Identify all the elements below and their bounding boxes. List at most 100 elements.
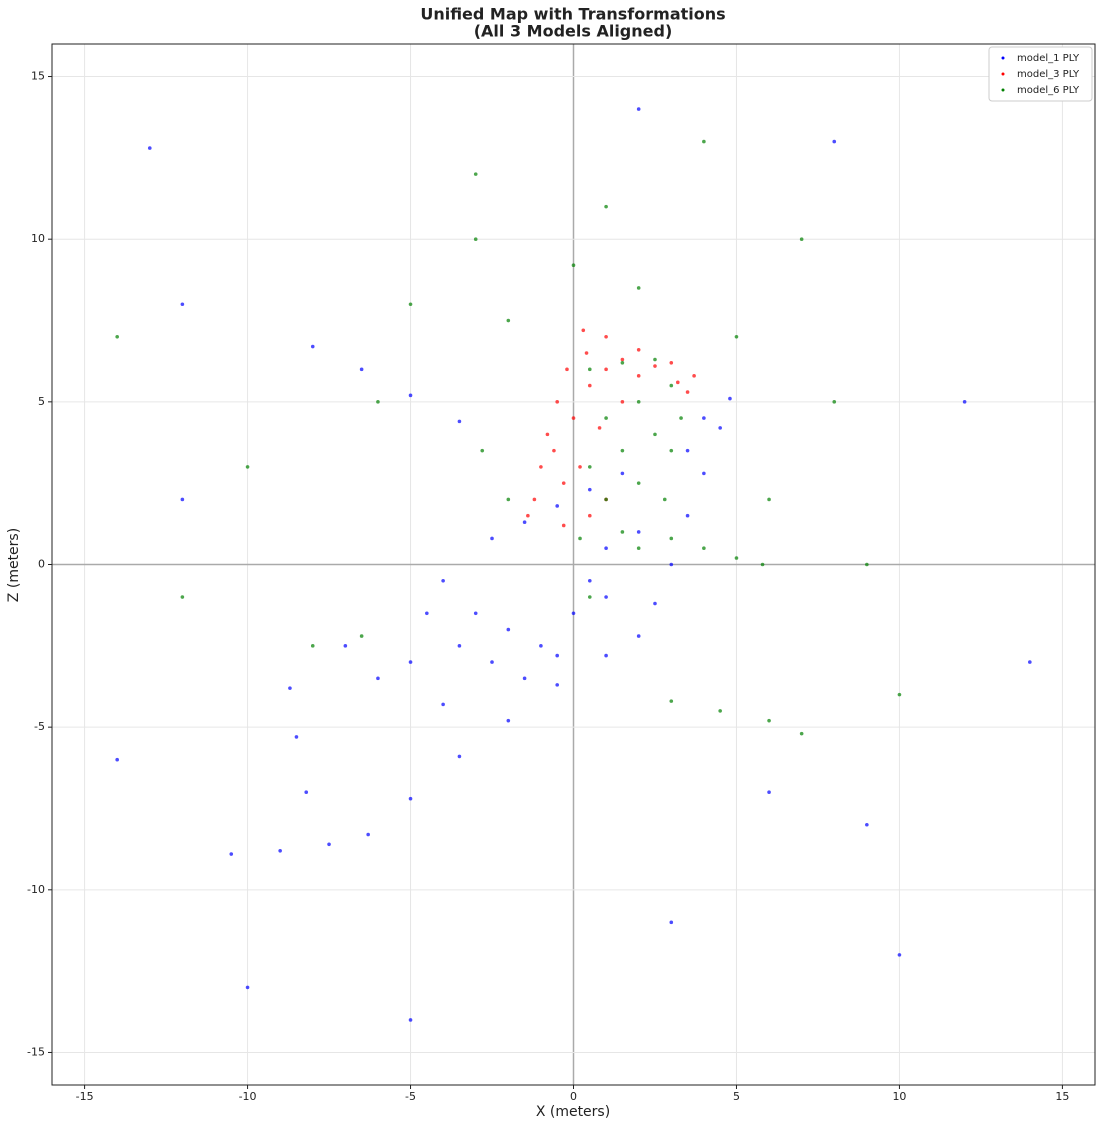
- point: [473, 237, 478, 241]
- point: [685, 513, 690, 518]
- point: [539, 465, 543, 469]
- point: [718, 426, 722, 430]
- point: [310, 644, 315, 648]
- point: [636, 481, 641, 485]
- point: [408, 660, 413, 664]
- point: [147, 146, 152, 150]
- point: [555, 400, 560, 404]
- point: [799, 731, 804, 736]
- point: [865, 822, 869, 827]
- point: [539, 644, 543, 648]
- point: [636, 107, 641, 111]
- point: [180, 497, 185, 502]
- point: [522, 520, 527, 525]
- point: [115, 757, 119, 762]
- point: [441, 578, 445, 583]
- point: [229, 852, 234, 856]
- point: [561, 481, 566, 485]
- y-axis-label: Z (meters): [6, 528, 22, 602]
- x-tick-label: -10: [239, 1090, 257, 1103]
- point: [506, 627, 511, 632]
- point: [669, 361, 674, 365]
- point: [555, 653, 560, 658]
- x-tick-label: -5: [405, 1090, 416, 1103]
- point: [490, 660, 494, 664]
- point: [604, 204, 608, 209]
- y-tick-label: 10: [31, 232, 45, 245]
- legend-marker: [1001, 88, 1005, 92]
- point: [545, 432, 550, 437]
- point: [734, 334, 739, 339]
- point: [587, 487, 592, 492]
- point: [457, 419, 462, 424]
- y-tick-label: -10: [27, 883, 45, 896]
- point: [408, 796, 413, 801]
- point: [310, 344, 315, 349]
- point: [897, 692, 902, 697]
- point: [366, 832, 370, 837]
- chart-subtitle: (All 3 Models Aligned): [474, 22, 673, 41]
- point: [581, 328, 586, 333]
- point: [343, 644, 348, 648]
- point: [767, 718, 771, 723]
- point: [245, 465, 250, 469]
- point: [587, 578, 592, 583]
- legend-label: model_1 PLY: [1017, 53, 1080, 64]
- point: [408, 1018, 413, 1022]
- point: [653, 364, 657, 368]
- y-tick-label: -15: [27, 1045, 45, 1058]
- series: [115, 107, 1032, 1022]
- point: [288, 686, 292, 690]
- x-tick-label: 10: [892, 1090, 906, 1103]
- point: [604, 416, 608, 420]
- point: [408, 302, 413, 307]
- series: [526, 328, 696, 528]
- legend-box: [988, 46, 1093, 102]
- point: [587, 595, 592, 599]
- point: [565, 367, 569, 372]
- point: [376, 676, 380, 681]
- point: [604, 367, 608, 372]
- point: [473, 172, 478, 176]
- point: [359, 634, 364, 638]
- point: [376, 400, 380, 404]
- point: [480, 448, 485, 453]
- point: [702, 416, 706, 420]
- point: [561, 523, 566, 528]
- point: [441, 702, 445, 707]
- point: [587, 465, 592, 469]
- legend-marker: [1001, 56, 1005, 60]
- point: [620, 400, 625, 404]
- point: [1028, 660, 1032, 664]
- point: [620, 357, 625, 362]
- point: [578, 465, 582, 469]
- point: [653, 357, 657, 362]
- series: [115, 139, 902, 736]
- point: [669, 383, 674, 388]
- legend-label: model_3 PLY: [1017, 69, 1080, 80]
- point: [506, 718, 511, 723]
- point: [636, 634, 641, 638]
- point: [832, 400, 837, 404]
- point: [457, 644, 462, 648]
- point: [604, 546, 608, 551]
- point: [522, 676, 527, 681]
- point: [457, 754, 462, 759]
- point: [620, 530, 625, 534]
- point: [571, 263, 576, 268]
- point: [584, 351, 589, 355]
- point: [604, 595, 608, 599]
- plot-frame: [51, 43, 1096, 1086]
- point: [832, 139, 837, 144]
- point: [473, 611, 478, 616]
- point: [636, 530, 641, 534]
- point: [245, 985, 250, 990]
- point: [620, 448, 625, 453]
- point: [897, 953, 902, 957]
- y-tick-label: -5: [34, 720, 45, 733]
- point: [669, 699, 674, 703]
- point: [718, 709, 722, 713]
- y-tick-label: 5: [38, 395, 45, 408]
- point: [669, 448, 674, 453]
